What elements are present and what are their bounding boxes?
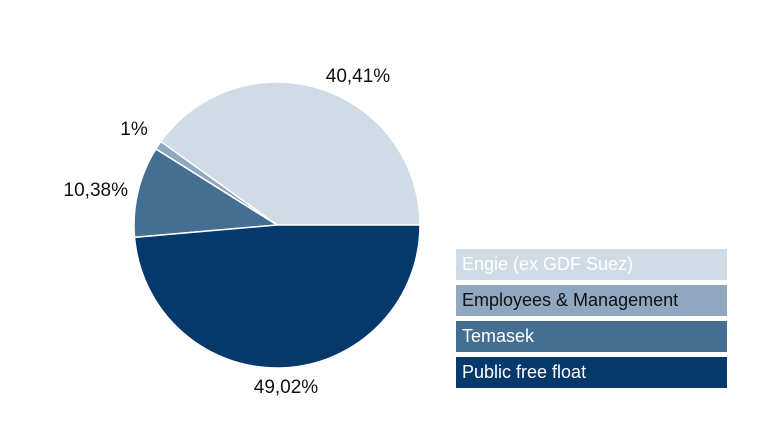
- data-label-employees: 1%: [120, 119, 148, 140]
- legend: Engie (ex GDF Suez) Employees & Manageme…: [456, 249, 727, 393]
- legend-item-engie: Engie (ex GDF Suez): [456, 249, 727, 280]
- legend-label-engie: Engie (ex GDF Suez): [462, 254, 634, 274]
- data-label-public-float: 49,02%: [254, 377, 319, 398]
- pie-slice-engie: [159, 81, 421, 226]
- legend-label-public-float: Public free float: [462, 362, 587, 382]
- data-label-temasek: 10,38%: [64, 180, 129, 201]
- legend-item-employees: Employees & Management: [456, 285, 727, 316]
- data-label-engie: 40,41%: [326, 66, 391, 87]
- legend-label-employees: Employees & Management: [462, 290, 679, 310]
- legend-label-temasek: Temasek: [462, 326, 535, 346]
- legend-item-public-float: Public free float: [456, 357, 727, 388]
- legend-item-temasek: Temasek: [456, 321, 727, 352]
- pie-slice-public-float: [133, 224, 421, 369]
- pie-slice-temasek: [133, 147, 280, 239]
